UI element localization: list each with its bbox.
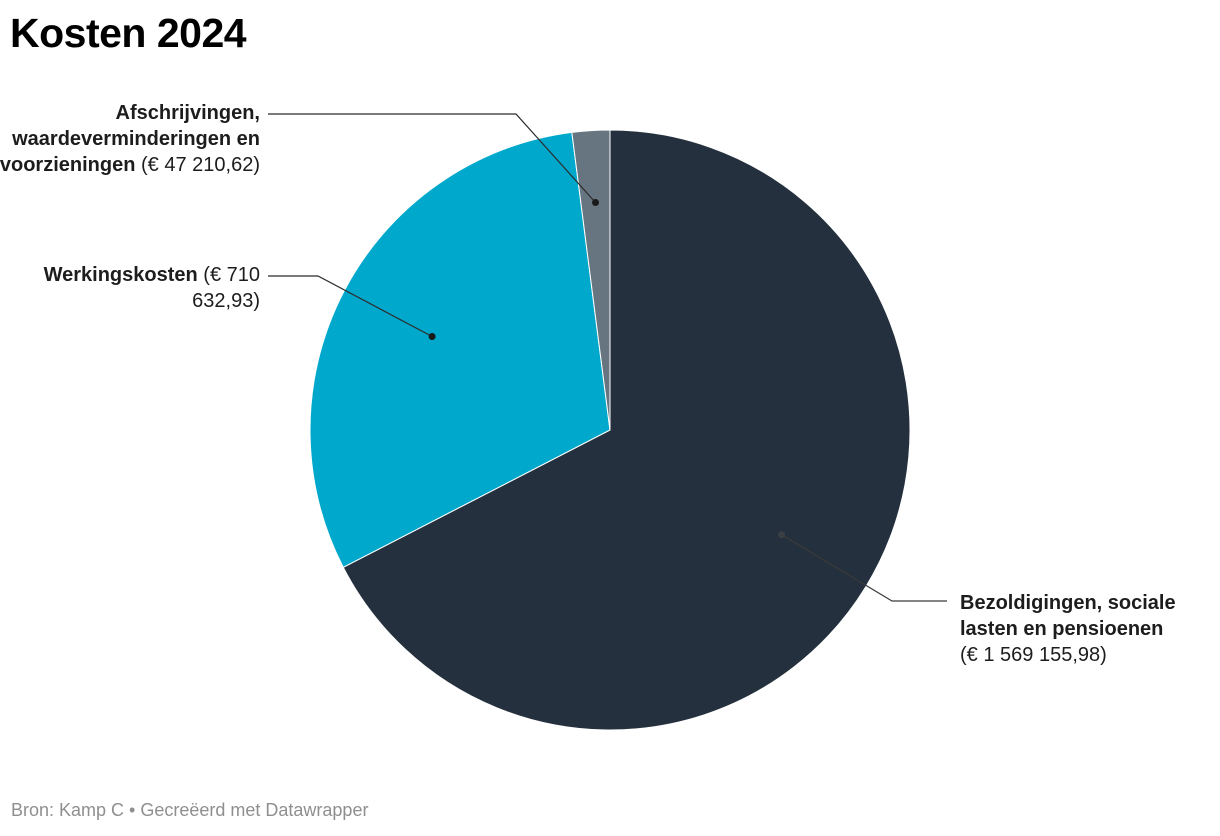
leader-dot — [592, 199, 599, 206]
chart-title: Kosten 2024 — [10, 10, 247, 56]
leader-dot — [428, 333, 436, 340]
slice-label-name: Bezoldigingen, sociale lasten en pensioe… — [960, 592, 1176, 640]
label-afschrijvingen: Afschrijvingen, waardeverminderingen en … — [0, 100, 260, 178]
leader-line — [268, 113, 596, 203]
leader-line — [781, 534, 947, 602]
slice-label-name: Werkingskosten — [43, 264, 198, 286]
slice-bezoldigingen — [342, 129, 911, 731]
slice-label-value: (€ 47 210,62) — [141, 154, 260, 176]
leader-line — [268, 275, 433, 338]
slice-label-value: (€ 1 569 155,98) — [960, 644, 1107, 666]
leader-dot — [778, 531, 786, 539]
source-footer: Bron: Kamp C • Gecreëerd met Datawrapper — [11, 800, 369, 820]
slice-afschrijvingen — [571, 129, 611, 431]
label-bezoldigingen: Bezoldigingen, sociale lasten en pensioe… — [960, 590, 1215, 668]
label-werkingskosten: Werkingskosten (€ 710 632,93) — [40, 262, 260, 314]
slice-label-value: (€ 710 632,93) — [192, 264, 260, 312]
slice-label-name: Afschrijvingen, waardeverminderingen en … — [0, 102, 260, 176]
